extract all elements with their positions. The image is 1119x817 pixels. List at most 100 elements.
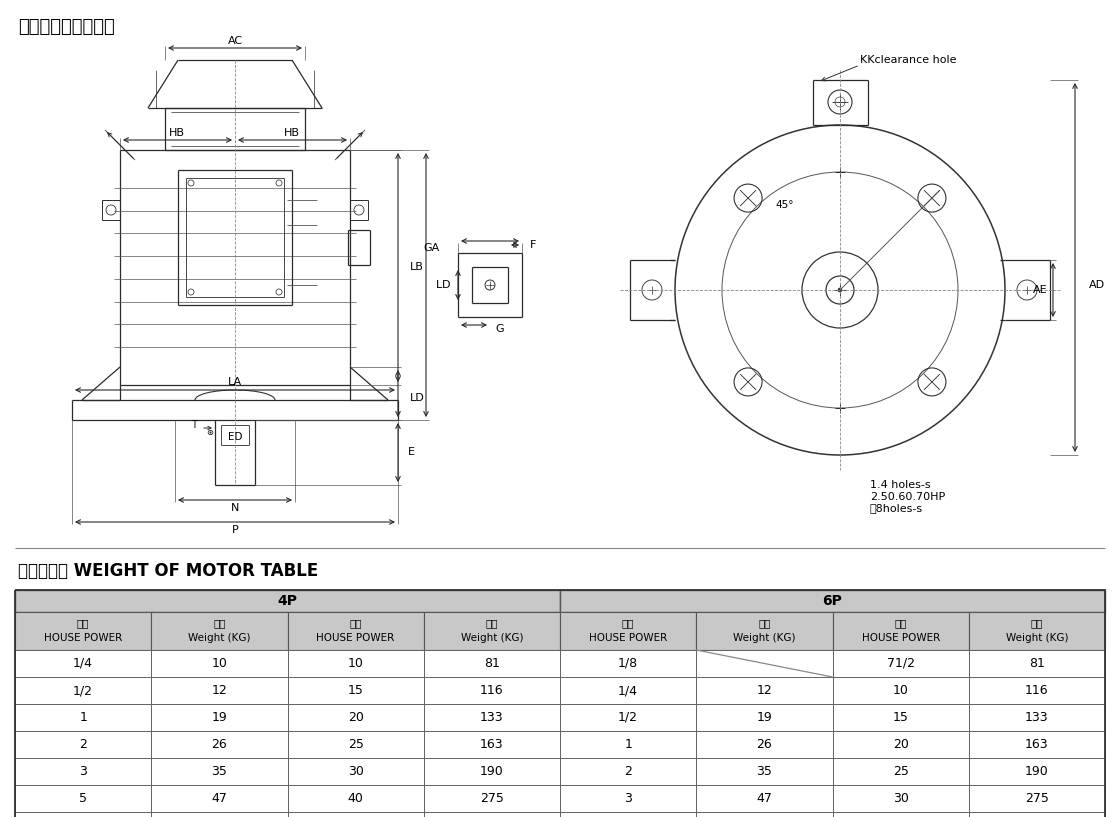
Text: 163: 163 [1025,738,1049,751]
Text: 15: 15 [893,711,909,724]
Bar [969,612,1104,650]
Text: 1.4 holes-s
2.50.60.70HP
為8holes-s: 1.4 holes-s 2.50.60.70HP 為8holes-s [869,480,946,513]
Text: AC: AC [227,36,243,46]
Text: 1: 1 [624,738,632,751]
Text: L: L [436,280,442,290]
Bar [560,612,696,650]
Text: 12: 12 [756,684,772,697]
Bar [15,731,151,758]
Bar [15,612,151,650]
Text: 30: 30 [348,765,364,778]
Text: 25: 25 [348,738,364,751]
Bar [15,812,151,817]
Bar [151,731,288,758]
Text: 2: 2 [79,738,87,751]
Bar [696,758,833,785]
Bar [288,758,424,785]
Text: HOUSE POWER: HOUSE POWER [44,633,122,643]
Text: 19: 19 [756,711,772,724]
Text: LA: LA [228,377,242,387]
Text: HOUSE POWER: HOUSE POWER [317,633,395,643]
Bar [288,612,424,650]
Text: P: P [232,525,238,535]
Text: 47: 47 [211,792,227,805]
Text: T: T [191,420,197,430]
Text: 1/2: 1/2 [618,711,638,724]
Text: G: G [495,324,504,334]
Text: E: E [408,447,415,457]
Text: ED: ED [228,432,242,442]
Bar [288,785,424,812]
Text: 19: 19 [211,711,227,724]
Text: 26: 26 [756,738,772,751]
Text: 116: 116 [480,684,504,697]
Bar [560,677,696,704]
Bar [696,650,833,677]
Text: 10: 10 [211,657,227,670]
Bar [151,677,288,704]
Bar [969,812,1104,817]
Text: 20: 20 [348,711,364,724]
Text: 1/4: 1/4 [73,657,93,670]
Bar [969,785,1104,812]
Text: 25: 25 [893,765,909,778]
Bar [696,704,833,731]
Bar [424,812,560,817]
Bar [696,785,833,812]
Bar [424,731,560,758]
Text: 1: 1 [79,711,87,724]
Text: 馬達重量表 WEIGHT OF MOTOR TABLE: 馬達重量表 WEIGHT OF MOTOR TABLE [18,562,318,580]
Bar [15,758,151,785]
Text: 26: 26 [211,738,227,751]
Text: 2: 2 [624,765,632,778]
Text: 馬達: 馬達 [349,618,361,628]
Text: KKclearance hole: KKclearance hole [861,55,957,65]
Bar [151,650,288,677]
Text: 81: 81 [1029,657,1045,670]
Bar [424,704,560,731]
Bar [15,590,1104,817]
Bar [560,650,696,677]
Text: HB: HB [169,128,185,138]
Bar [560,758,696,785]
Text: 40: 40 [348,792,364,805]
Text: 10: 10 [348,657,364,670]
Bar [15,650,151,677]
Bar [833,704,969,731]
Bar [969,704,1104,731]
Bar [969,731,1104,758]
Text: 35: 35 [756,765,772,778]
Text: 馬達: 馬達 [894,618,906,628]
Bar [560,590,1104,612]
Text: 20: 20 [893,738,909,751]
Text: 15: 15 [348,684,364,697]
Text: N: N [231,503,239,513]
Text: 116: 116 [1025,684,1049,697]
Text: 275: 275 [480,792,504,805]
Bar [833,785,969,812]
Text: 4P: 4P [278,594,298,608]
Bar [833,758,969,785]
Text: D: D [442,280,450,290]
Text: HOUSE POWER: HOUSE POWER [862,633,940,643]
Text: 3: 3 [79,765,87,778]
Text: 47: 47 [756,792,772,805]
Text: 133: 133 [480,711,504,724]
Bar [696,677,833,704]
Bar [15,785,151,812]
Text: 12: 12 [211,684,227,697]
Bar [424,650,560,677]
Text: 馬達: 馬達 [622,618,634,628]
Bar [151,704,288,731]
Text: 重量: 重量 [486,618,498,628]
Bar [151,812,288,817]
Bar [424,785,560,812]
Bar [696,812,833,817]
Bar [15,704,151,731]
Bar [969,758,1104,785]
Text: 45°: 45° [775,200,794,210]
Bar [833,731,969,758]
Text: 190: 190 [1025,765,1049,778]
Text: GA: GA [424,243,440,253]
Text: LB: LB [410,262,424,272]
